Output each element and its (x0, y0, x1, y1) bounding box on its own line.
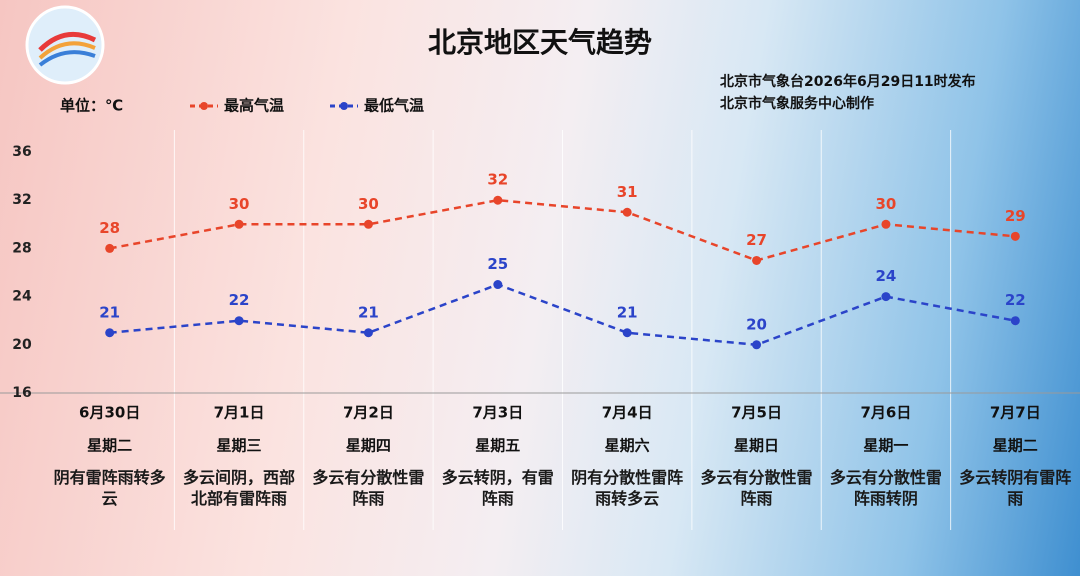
data-point (752, 340, 762, 350)
y-tick-label: 20 (12, 337, 32, 353)
legend-marker (200, 102, 208, 110)
legend-label: 最高气温 (224, 97, 284, 115)
data-point (234, 316, 244, 326)
weather-description: 多云有分散性雷阵雨 (700, 468, 813, 508)
weekday: 星期二 (993, 437, 1038, 455)
data-label: 30 (876, 195, 897, 213)
weekday: 星期四 (346, 437, 391, 455)
data-label: 22 (229, 291, 250, 309)
data-label: 24 (876, 267, 897, 285)
data-label: 27 (746, 231, 767, 249)
x-tick-label: 7月1日 (214, 404, 265, 422)
logo (25, 5, 105, 85)
note: 北京市气象服务中心制作 (720, 95, 874, 112)
data-point (105, 243, 115, 253)
y-tick-label: 28 (12, 240, 31, 256)
y-label: 单位：℃ (60, 97, 123, 115)
data-label: 21 (617, 303, 638, 321)
x-tick-label: 7月3日 (472, 404, 523, 422)
series-line (109, 198, 1016, 262)
data-point (1010, 231, 1020, 241)
x-tick-label: 6月30日 (79, 404, 140, 422)
data-point (234, 219, 244, 229)
x-tick-label: 7月7日 (990, 404, 1041, 422)
data-point (622, 328, 632, 338)
data-label: 21 (358, 303, 379, 321)
y-tick-label: 16 (12, 385, 31, 401)
weather-description: 多云转阴，有雷阵雨 (441, 468, 554, 508)
data-point (363, 219, 373, 229)
weather-description: 多云有分散性雷阵雨 (312, 468, 425, 508)
data-point (1010, 316, 1020, 326)
data-label: 20 (746, 315, 767, 333)
data-point (493, 280, 503, 290)
weekday: 星期五 (475, 437, 520, 455)
data-point (105, 328, 115, 338)
weather-description: 阴有雷阵雨转多云 (53, 468, 166, 508)
data-label: 31 (617, 183, 638, 201)
legend-label: 最低气温 (364, 97, 424, 115)
data-label: 30 (358, 195, 379, 213)
weather-description: 多云有分散性雷阵雨转阴 (829, 468, 942, 508)
weather-description: 多云转阴有雷阵雨 (959, 468, 1072, 508)
data-label: 30 (229, 195, 250, 213)
data-label: 21 (99, 303, 120, 321)
weekday: 星期二 (87, 437, 132, 455)
data-point (752, 255, 762, 265)
x-tick-label: 7月5日 (731, 404, 782, 422)
weekday: 星期日 (734, 437, 779, 455)
data-point (493, 195, 503, 205)
series-line (109, 283, 1016, 347)
weather-description: 多云间阴，西部北部有雷阵雨 (183, 468, 296, 508)
note: 北京市气象台2026年6月29日11时发布 (720, 73, 976, 90)
weekday: 星期一 (863, 437, 908, 455)
x-tick-label: 7月6日 (861, 404, 912, 422)
x-tick-label: 7月2日 (343, 404, 394, 422)
y-tick-label: 24 (12, 289, 32, 305)
y-tick-label: 36 (12, 144, 31, 160)
data-point (363, 328, 373, 338)
weekday: 星期三 (217, 437, 262, 455)
weekday: 星期六 (605, 437, 650, 455)
legend-marker (340, 102, 348, 110)
data-label: 32 (487, 171, 508, 189)
data-point (881, 219, 891, 229)
weather-description: 阴有分散性雷阵雨转多云 (571, 468, 684, 508)
y-tick-label: 32 (12, 192, 31, 208)
data-label: 22 (1005, 291, 1026, 309)
data-label: 29 (1005, 207, 1026, 225)
data-point (881, 292, 891, 302)
chart-title: 北京地区天气趋势 (428, 26, 652, 59)
x-tick-label: 7月4日 (602, 404, 653, 422)
data-point (622, 207, 632, 217)
data-label: 28 (99, 219, 120, 237)
data-label: 25 (487, 255, 508, 273)
